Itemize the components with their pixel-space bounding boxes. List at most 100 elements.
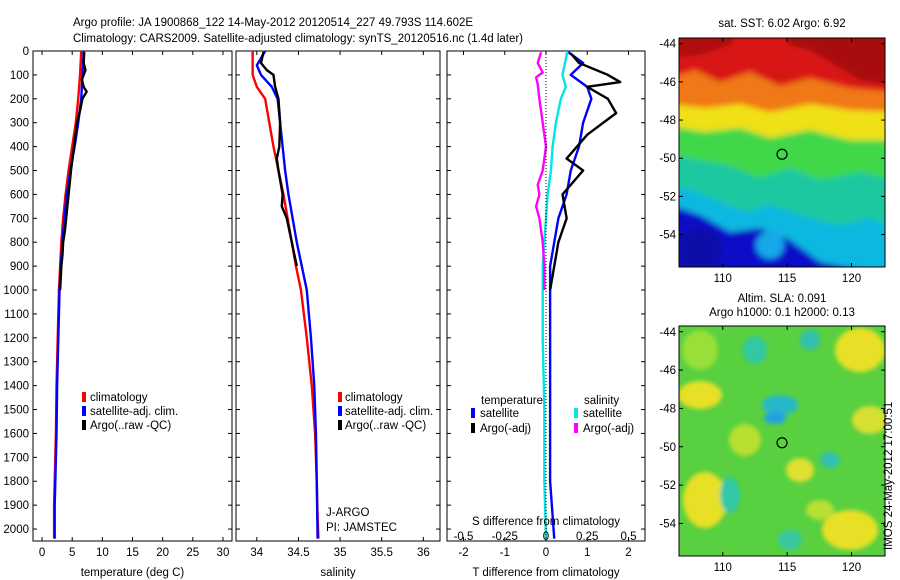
- y-tick-label: 1400: [3, 381, 29, 393]
- sst-blue-patch: [679, 228, 722, 267]
- series-line-climatology: [251, 51, 320, 539]
- s-tick-label: -0.5: [454, 531, 474, 543]
- legend-swatch: [471, 423, 475, 433]
- map-y-tick-label: -44: [659, 327, 676, 339]
- sla-blob: [800, 330, 820, 350]
- y-tick-label: 1700: [3, 452, 29, 464]
- legend-swatch: [471, 408, 475, 418]
- x-tick-label: 0: [543, 547, 549, 559]
- legend-header-temperature: temperature: [481, 395, 543, 407]
- series-line-satellite: [541, 50, 569, 539]
- y-tick-label: 1900: [3, 500, 29, 512]
- header-line-1: Argo profile: JA 1900868_122 14-May-2012…: [73, 17, 473, 29]
- y-tick-label: 400: [10, 142, 29, 154]
- map-y-tick-label: -44: [659, 39, 676, 51]
- y-tick-label: 800: [10, 237, 29, 249]
- map-y-tick-label: -50: [659, 153, 676, 165]
- header-line-2: Climatology: CARS2009. Satellite-adjuste…: [73, 33, 523, 45]
- y-tick-label: 1100: [4, 309, 29, 321]
- footer-stamp: IMOS 24-May-2012 17:00:51: [883, 402, 895, 550]
- sla-blob: [679, 381, 722, 409]
- y-tick-label: 900: [10, 261, 29, 273]
- sla-blob: [720, 477, 740, 513]
- legend-label: Argo(..raw -QC): [90, 420, 171, 432]
- s-tick-label: 0.25: [576, 531, 598, 543]
- legend-swatch: [338, 406, 342, 416]
- y-tick-label: 1800: [3, 476, 29, 488]
- sla-blob: [822, 510, 878, 550]
- legend-label: climatology: [345, 392, 403, 404]
- x-tick-label: 30: [217, 547, 230, 559]
- legend-label: Argo(..raw -QC): [345, 420, 426, 432]
- x-tick-label: 36: [417, 547, 430, 559]
- temperature-panel: 0 5 10 15 20 25 300100200300400500600700800900…: [3, 46, 233, 579]
- y-tick-label: 100: [10, 70, 29, 82]
- map-y-tick-label: -54: [659, 230, 676, 242]
- legend-swatch: [82, 420, 86, 430]
- sst-map-title: sat. SST: 6.02 Argo: 6.92: [718, 18, 845, 30]
- x-tick-label: 2: [625, 547, 631, 559]
- map-y-tick-label: -52: [659, 480, 676, 492]
- sla-blob: [743, 336, 767, 364]
- plot-frame: [32, 50, 233, 542]
- plot-frame: [446, 50, 646, 542]
- sla-blob: [806, 500, 834, 520]
- map-x-tick-label: 120: [842, 562, 861, 574]
- legend-swatch: [82, 392, 86, 402]
- y-tick-label: 1500: [3, 405, 29, 417]
- x-tick-label: 15: [126, 547, 139, 559]
- y-tick-label: 2000: [3, 524, 29, 536]
- sla-blob: [683, 472, 727, 528]
- series-line-satellite: [548, 50, 593, 539]
- legend-label: satellite: [583, 408, 622, 420]
- annotation-pi: PI: JAMSTEC: [326, 522, 397, 534]
- sla-map: Altim. SLA: 0.091 Argo h1000: 0.1 h2000:…: [659, 293, 886, 574]
- map-y-tick-label: -46: [659, 365, 676, 377]
- legend-label: Argo(-adj): [583, 423, 634, 435]
- legend-swatch: [574, 408, 578, 418]
- series-line-argo-raw-qc-: [259, 51, 298, 267]
- legend-swatch: [338, 420, 342, 430]
- map-y-tick-label: -50: [659, 442, 676, 454]
- legend-label: satellite: [480, 408, 519, 420]
- x-tick-label: 25: [186, 547, 199, 559]
- y-tick-label: 1600: [3, 428, 29, 440]
- x-tick-label: 35: [334, 547, 347, 559]
- legend-label: satellite-adj. clim.: [90, 406, 178, 418]
- sla-map-title-2: Argo h1000: 0.1 h2000: 0.13: [709, 307, 855, 319]
- x-tick-label: 20: [156, 547, 169, 559]
- y-tick-label: 200: [10, 94, 29, 106]
- y-tick-label: 1300: [3, 357, 29, 369]
- map-x-tick-label: 115: [778, 562, 796, 574]
- x-tick-label: 5: [69, 547, 75, 559]
- s-tick-label: -0.25: [492, 531, 518, 543]
- salinity-panel: 34 34.5 35 35.5 36 salinity climatology satelli…: [235, 50, 441, 579]
- x-tick-label: 34: [250, 547, 263, 559]
- sla-blob: [764, 412, 786, 424]
- x-tick-label: 34.5: [287, 547, 309, 559]
- y-tick-label: 0: [23, 46, 29, 58]
- map-y-tick-label: -48: [659, 115, 676, 127]
- x-tick-label: 0: [39, 547, 45, 559]
- sla-blob: [778, 530, 802, 550]
- map-x-tick-label: 110: [714, 562, 732, 574]
- series-line-satellite-adj-clim-: [255, 50, 319, 539]
- sst-cyan-patch: [756, 231, 784, 259]
- series-line-argo-raw-qc-: [58, 52, 88, 291]
- sla-blob: [682, 330, 718, 370]
- legend-swatch: [82, 406, 86, 416]
- map-y-tick-label: -48: [659, 403, 676, 415]
- x-tick-label: 10: [96, 547, 109, 559]
- s-tick-label: 0.5: [621, 531, 637, 543]
- sla-blob: [820, 452, 840, 468]
- series-line-satellite-adj-clim-: [53, 50, 85, 539]
- sst-darkred-region: [785, 38, 885, 84]
- sla-map-title-1: Altim. SLA: 0.091: [738, 293, 827, 305]
- y-tick-label: 1000: [3, 285, 29, 297]
- map-x-tick-label: 120: [842, 273, 861, 285]
- x-tick-label: 1: [584, 547, 590, 559]
- legend-swatch: [574, 423, 578, 433]
- y-tick-label: 300: [10, 118, 29, 130]
- difference-panel: -2 -1 0 1 2 T difference from climatology -0.5…: [446, 50, 646, 579]
